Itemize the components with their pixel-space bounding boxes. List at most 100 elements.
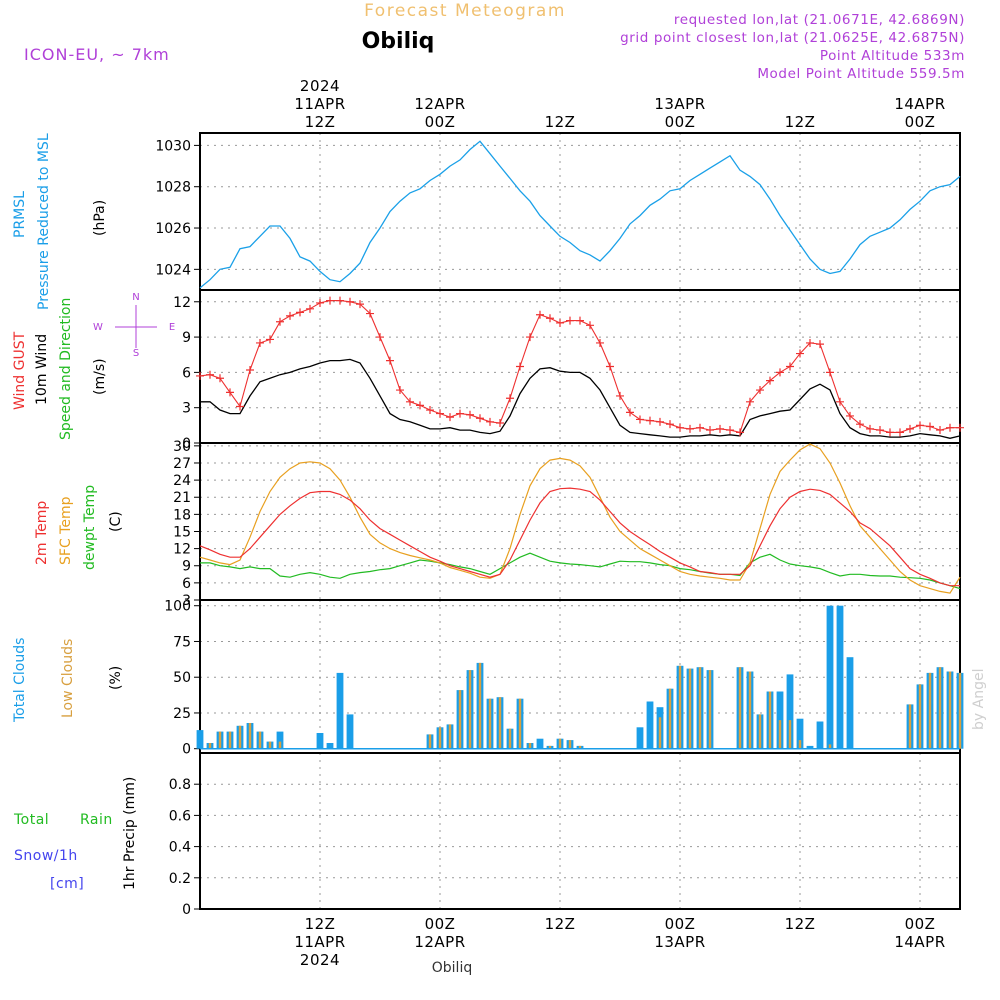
y-tick-label: 24 [173, 473, 191, 489]
low-cloud-bar [788, 720, 792, 749]
gust-marker [616, 391, 624, 400]
pressure-unit: (hPa) [92, 200, 108, 236]
y-tick-label: 0 [182, 742, 191, 758]
low-cloud-bar [798, 740, 802, 749]
bottom-time-label: 13APR [654, 933, 705, 951]
total-clouds-label: Total Clouds [12, 638, 28, 723]
wind-speed-line [200, 358, 961, 439]
compass-n: N [132, 292, 139, 303]
temp-unit: (C) [108, 511, 124, 532]
gust-marker [746, 397, 754, 406]
requested-coords: requested lon,lat (21.0671E, 42.6869N) [674, 12, 965, 28]
low-cloud-bar [278, 741, 282, 749]
credit-watermark: by Angel [971, 669, 987, 730]
wind-10m-label: 10m Wind [34, 334, 50, 405]
panel-frame [199, 289, 961, 444]
total-cloud-bar [646, 701, 654, 749]
low-cloud-bar [938, 667, 942, 749]
gust-marker [246, 366, 254, 375]
y-tick-label: 9 [182, 559, 191, 575]
total-cloud-bar [536, 738, 544, 749]
gust-marker [536, 310, 544, 319]
total-cloud-bar [196, 730, 204, 749]
compass-s: S [133, 348, 139, 359]
low-cloud-bar [468, 670, 472, 749]
panel-wind: 0 3 6 9 12 [173, 290, 960, 452]
gust-marker [636, 415, 644, 424]
y-tick-label: 0 [182, 902, 191, 918]
low-cloud-bar [238, 725, 242, 749]
low-cloud-bar [518, 698, 522, 749]
gust-marker [336, 296, 344, 305]
low-cloud-bar [488, 698, 492, 749]
gust-marker [706, 426, 714, 435]
y-tick-label: 3 [182, 401, 191, 417]
gust-marker [686, 424, 694, 433]
low-cloud-bar [258, 731, 262, 749]
gust-marker [756, 386, 764, 395]
top-time-label: 00Z [665, 113, 696, 131]
dewpt-line [200, 552, 961, 590]
gust-marker [256, 338, 264, 347]
pressure-line [199, 140, 961, 289]
panel-pressure: 1024 1026 1028 1030 [155, 133, 960, 290]
total-cloud-bar [326, 743, 334, 749]
temp-2m-label: 2m Temp [34, 501, 50, 565]
gust-marker [806, 338, 814, 347]
bottom-time-label: 12APR [414, 933, 465, 951]
bottom-time-label: 12Z [305, 915, 336, 933]
y-tick-label: 12 [173, 542, 191, 558]
temp-dewpt-label: dewpt Temp [82, 485, 98, 570]
low-cloud-bar [458, 690, 462, 749]
total-cloud-bar [826, 605, 834, 749]
gust-marker [306, 304, 314, 313]
gridpoint-coords: grid point closest lon,lat (21.0625E, 42… [620, 30, 965, 46]
low-cloud-bar [508, 728, 512, 749]
gust-marker [926, 422, 934, 431]
gust-marker [716, 424, 724, 433]
total-cloud-bar [786, 674, 794, 749]
gust-marker [896, 428, 904, 437]
t2m-line [199, 487, 960, 587]
gust-marker [626, 408, 634, 417]
low-cloud-bar [778, 720, 782, 749]
top-time-label: 12Z [785, 113, 816, 131]
y-tick-label: 6 [182, 576, 191, 592]
y-tick-label: 1024 [155, 262, 191, 278]
gust-markers [196, 296, 964, 437]
gust-marker [576, 316, 584, 325]
gust-marker [196, 371, 204, 380]
total-cloud-bar [816, 721, 824, 749]
gust-marker [726, 426, 734, 435]
gust-marker [286, 311, 294, 320]
gust-marker [266, 335, 274, 344]
gust-marker [786, 362, 794, 371]
top-time-label: 14APR [894, 95, 945, 113]
precip-unit: 1hr Precip (mm) [122, 777, 138, 890]
y-tick-label: 18 [173, 507, 191, 523]
gust-marker [236, 402, 244, 411]
y-tick-label: 6 [182, 365, 191, 381]
y-tick-label: 21 [173, 490, 191, 506]
gust-marker [946, 423, 954, 432]
gust-marker [696, 423, 704, 432]
gust-marker [916, 421, 924, 430]
gust-marker [216, 374, 224, 383]
footer-station: Obiliq [432, 960, 472, 976]
gust-marker [506, 394, 514, 403]
cloud-bars [196, 605, 964, 749]
low-cloud-bar [268, 741, 272, 749]
low-cloud-bar [528, 743, 532, 749]
top-time-label: 11APR [294, 95, 345, 113]
low-cloud-bar [738, 667, 742, 749]
total-cloud-bar [346, 714, 354, 749]
low-cloud-bar [568, 740, 572, 749]
y-tick-label: 12 [173, 295, 191, 311]
total-cloud-bar [336, 672, 344, 749]
low-cloud-bar [758, 714, 762, 749]
total-cloud-bar [276, 731, 284, 749]
point-altitude: Point Altitude 533m [820, 48, 965, 64]
gust-marker [476, 414, 484, 423]
low-cloud-bar [498, 697, 502, 749]
